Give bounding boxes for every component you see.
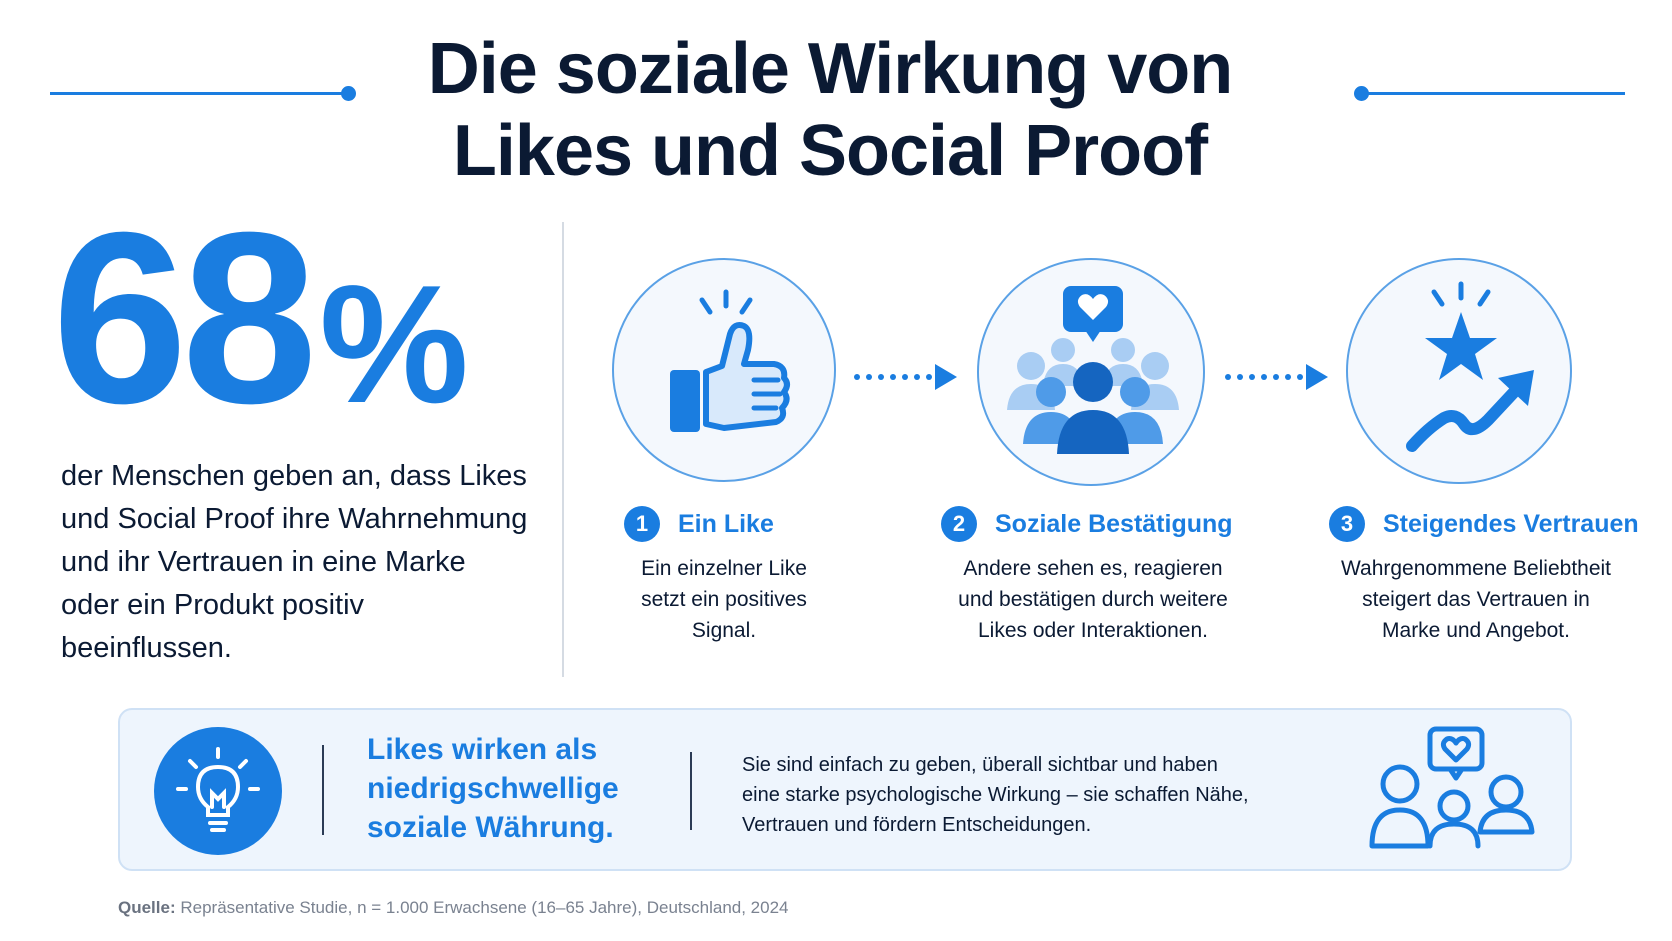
step-1-desc-line: Signal. xyxy=(691,619,757,642)
info-banner xyxy=(118,708,1572,871)
step-1-title: Ein Like xyxy=(678,509,774,538)
banner-text-line: Vertrauen und fördern Entscheidungen. xyxy=(742,814,1092,836)
step-1-desc-line: Ein einzelner Like xyxy=(641,557,807,580)
step-3-title: Steigendes Vertrauen xyxy=(1383,509,1639,538)
lightbulb-icon xyxy=(176,747,260,832)
flow-arrow-1 xyxy=(853,362,957,392)
source-note: Quelle: Repräsentative Studie, n = 1.000… xyxy=(118,898,789,918)
step-2-number: 2 xyxy=(941,506,977,542)
banner-divider-left xyxy=(322,745,324,835)
banner-headline: Likes wirken als niedrigschwellige sozia… xyxy=(367,730,667,847)
page-title: Die soziale Wirkung von Likes und Social… xyxy=(330,28,1330,192)
people-heart-icon xyxy=(1368,724,1538,855)
step-3-description: Wahrgenommene Beliebtheit steigert das V… xyxy=(1311,553,1641,646)
stat-description: der Menschen geben an, dass Likes und So… xyxy=(61,460,528,664)
step-3-circle xyxy=(1346,258,1572,484)
step-1-circle xyxy=(612,258,836,482)
step-3-desc-line: Wahrgenommene Beliebtheit xyxy=(1340,557,1612,580)
banner-text-line: Sie sind einfach zu geben, überall sicht… xyxy=(742,754,1218,776)
step-2-heading: 2 Soziale Bestätigung xyxy=(941,506,1233,542)
step-2-circle xyxy=(977,258,1205,486)
step-3-heading: 3 Steigendes Vertrauen xyxy=(1329,506,1639,542)
step-2-desc-line: Likes oder Interaktionen. xyxy=(978,619,1208,642)
banner-text: Sie sind einfach zu geben, überall sicht… xyxy=(742,750,1322,840)
step-3-number: 3 xyxy=(1329,506,1365,542)
stat-value: 68% xyxy=(52,196,469,464)
source-text: Repräsentative Studie, n = 1.000 Erwachs… xyxy=(175,898,789,917)
stat-number: 68 xyxy=(52,181,317,454)
title-line-1: Die soziale Wirkung von xyxy=(427,29,1234,109)
step-2-desc-line: und bestätigen durch weitere xyxy=(958,588,1228,611)
step-3-desc-line: steigert das Vertrauen in xyxy=(1362,588,1590,611)
banner-headline-line: Likes wirken als xyxy=(367,733,598,766)
title-line-2: Likes und Social Proof xyxy=(452,111,1208,191)
step-1-desc-line: setzt ein positives xyxy=(641,588,807,611)
title-line-right xyxy=(1365,92,1625,95)
vertical-divider xyxy=(562,222,564,677)
banner-text-line: eine starke psychologische Wirkung – sie… xyxy=(742,784,1249,806)
source-label: Quelle: xyxy=(118,898,176,917)
step-1-heading: 1 Ein Like xyxy=(624,506,774,542)
crowd-heart-icon xyxy=(1007,286,1179,454)
thumbs-up-icon xyxy=(670,289,790,432)
banner-headline-line: niedrigschwellige xyxy=(367,772,619,805)
title-dot-left xyxy=(341,86,356,101)
title-line-left xyxy=(50,92,348,95)
step-1-description: Ein einzelner Like setzt ein positives S… xyxy=(559,553,889,646)
step-2-description: Andere sehen es, reagieren und bestätige… xyxy=(928,553,1258,646)
flow-arrow-2 xyxy=(1224,362,1328,392)
star-trend-icon xyxy=(1406,281,1534,452)
banner-divider-right xyxy=(690,752,692,830)
banner-headline-line: soziale Währung. xyxy=(367,811,614,844)
step-1-number: 1 xyxy=(624,506,660,542)
step-3-desc-line: Marke und Angebot. xyxy=(1382,619,1570,642)
step-2-title: Soziale Bestätigung xyxy=(995,509,1233,538)
lightbulb-badge xyxy=(154,727,282,855)
stat-unit: % xyxy=(319,250,469,438)
step-2-desc-line: Andere sehen es, reagieren xyxy=(963,557,1223,580)
title-dot-right xyxy=(1354,86,1369,101)
